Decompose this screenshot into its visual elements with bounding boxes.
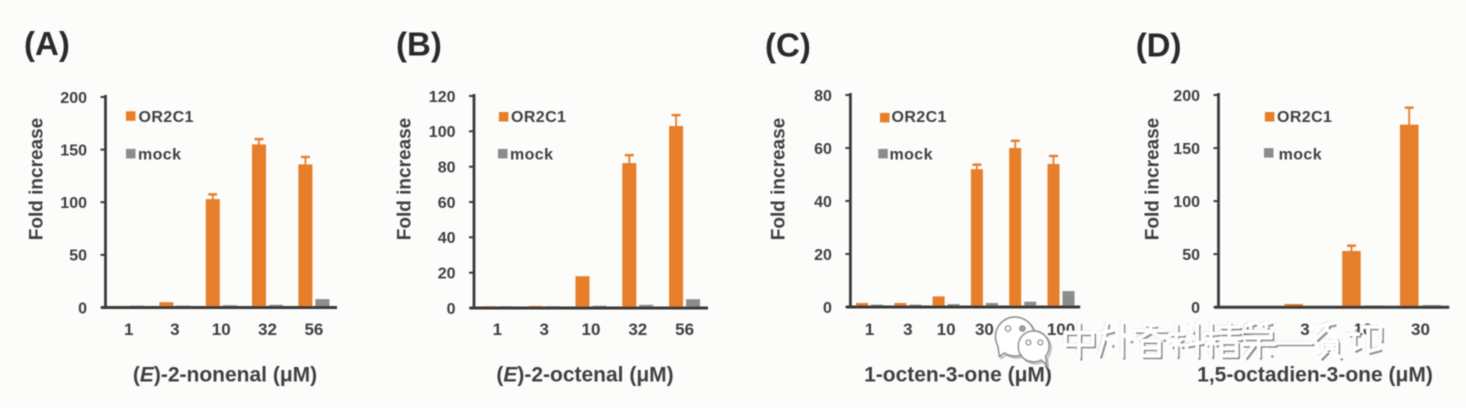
svg-text:0: 0 <box>823 300 832 317</box>
svg-text:1: 1 <box>493 320 502 339</box>
svg-text:10: 10 <box>212 320 231 339</box>
svg-text:20: 20 <box>438 266 456 283</box>
svg-text:(D): (D) <box>1136 27 1182 64</box>
svg-text:OR2C1: OR2C1 <box>139 109 194 126</box>
svg-text:Fold increase: Fold increase <box>395 118 416 241</box>
svg-text:200: 200 <box>60 90 87 107</box>
svg-text:80: 80 <box>814 88 832 105</box>
svg-text:0: 0 <box>1191 300 1200 317</box>
svg-text:(C): (C) <box>765 27 811 64</box>
svg-text:0: 0 <box>78 300 87 317</box>
svg-text:1,5-octadien-3-one (μM): 1,5-octadien-3-one (μM) <box>1197 364 1433 387</box>
svg-text:40: 40 <box>814 194 832 211</box>
svg-text:(B): (B) <box>396 26 442 63</box>
svg-text:32: 32 <box>628 320 647 339</box>
svg-text:150: 150 <box>60 142 87 159</box>
svg-text:Fold increase: Fold increase <box>769 118 790 241</box>
svg-text:Fold increase: Fold increase <box>27 118 48 241</box>
svg-text:(E)-2-nonenal (μM): (E)-2-nonenal (μM) <box>133 364 317 387</box>
svg-text:40: 40 <box>438 230 456 247</box>
svg-text:mock: mock <box>138 146 181 163</box>
svg-text:OR2C1: OR2C1 <box>1277 109 1332 126</box>
svg-text:3: 3 <box>903 320 912 339</box>
svg-text:OR2C1: OR2C1 <box>511 109 566 126</box>
svg-text:mock: mock <box>510 146 553 163</box>
svg-text:100: 100 <box>60 195 87 212</box>
svg-text:3: 3 <box>1300 320 1309 339</box>
svg-text:100: 100 <box>1173 194 1200 211</box>
svg-text:0: 0 <box>447 301 456 318</box>
svg-text:50: 50 <box>69 248 87 265</box>
svg-text:1: 1 <box>124 320 133 339</box>
svg-text:10: 10 <box>582 320 601 339</box>
svg-text:60: 60 <box>438 195 456 212</box>
svg-text:150: 150 <box>1173 141 1200 158</box>
svg-text:30: 30 <box>1411 320 1430 339</box>
svg-text:OR2C1: OR2C1 <box>892 109 947 126</box>
svg-text:(E)-2-octenal (μM): (E)-2-octenal (μM) <box>496 364 673 387</box>
svg-text:60: 60 <box>814 141 832 158</box>
svg-text:56: 56 <box>675 320 694 339</box>
svg-text:50: 50 <box>1182 247 1200 264</box>
svg-text:30: 30 <box>975 320 994 339</box>
svg-text:1-octen-3-one (μM): 1-octen-3-one (μM) <box>864 364 1052 387</box>
svg-text:120: 120 <box>429 89 456 106</box>
svg-text:(A): (A) <box>24 25 70 62</box>
svg-text:mock: mock <box>890 146 933 163</box>
svg-text:1: 1 <box>865 320 874 339</box>
svg-text:Fold increase: Fold increase <box>1143 118 1164 241</box>
svg-text:10: 10 <box>937 320 956 339</box>
svg-text:32: 32 <box>258 320 277 339</box>
svg-text:56: 56 <box>304 320 323 339</box>
svg-text:3: 3 <box>170 320 179 339</box>
svg-text:100: 100 <box>429 124 456 141</box>
svg-text:80: 80 <box>438 160 456 177</box>
svg-text:3: 3 <box>539 320 548 339</box>
svg-text:200: 200 <box>1173 88 1200 105</box>
svg-text:mock: mock <box>1279 146 1322 163</box>
svg-text:20: 20 <box>814 247 832 264</box>
